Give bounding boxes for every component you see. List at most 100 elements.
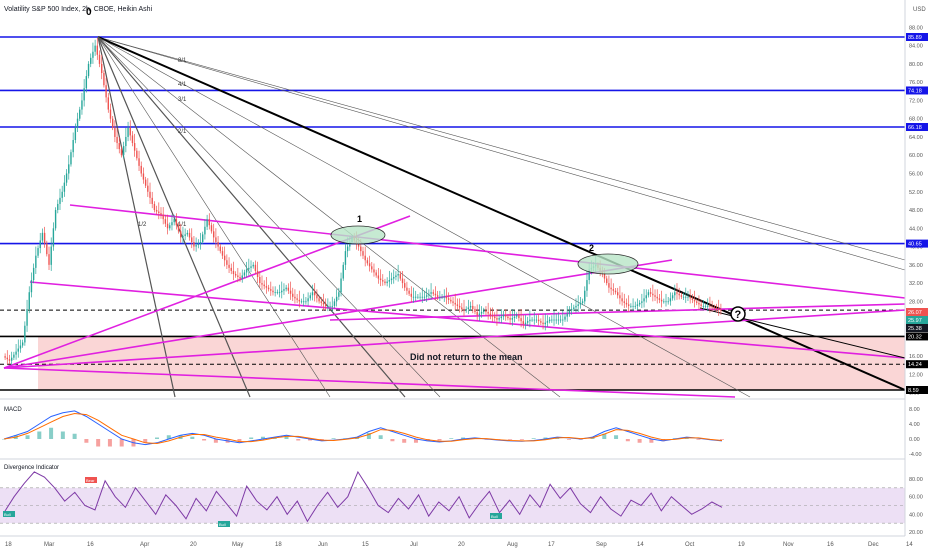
price-badge-label: 25.97 [908,318,922,324]
channel-line[interactable] [3,259,673,369]
fan-line[interactable] [97,36,906,261]
candle-body [368,263,371,267]
candle-body [388,280,391,282]
price-badge [906,316,928,324]
candle-body [386,281,388,284]
channel-line[interactable] [3,309,906,369]
macd-pane[interactable] [2,410,724,447]
fan-label: 1/2 [138,222,147,228]
candle-body [305,301,307,303]
candle-body [579,302,582,305]
candle-body [188,232,191,238]
candle-body [19,345,22,349]
candle-body [318,298,320,302]
candle-body [406,287,408,291]
candle-body [544,322,546,325]
divergence-flag-label: Bull [491,514,498,519]
candle-body [669,298,672,302]
macd-histogram-bar [213,439,218,443]
candle-body [436,295,439,297]
candle-body [74,127,77,141]
y-tick-label: 68.00 [909,117,923,123]
peak-ellipse-1[interactable] [330,225,386,245]
fan-line[interactable] [97,36,406,398]
y-tick-label: 32.00 [909,281,923,287]
candle-body [614,290,617,293]
candle-body [581,301,584,303]
candle-body [627,304,630,306]
candle-body [720,309,722,311]
candle-body [665,301,667,303]
candle-body [520,318,522,322]
candle-body [487,312,489,314]
divergence-flag[interactable] [3,511,15,517]
macd-histogram-bar [508,439,513,440]
fan-line[interactable] [97,36,331,398]
level-badge-label: 66.18 [908,125,922,131]
candle-body [537,319,540,322]
candle-body [309,295,312,299]
candle-body [379,278,382,281]
candle-body [513,316,516,319]
candle-body [652,293,654,296]
candle-body [57,203,59,211]
candle-body [76,118,79,128]
candle-body [140,165,142,174]
fan-line[interactable] [97,36,906,391]
candle-body [171,222,173,226]
fan-line[interactable] [97,36,176,398]
divergence-pane[interactable]: Bear Bull Bull Bull [0,470,905,527]
divergence-pane-title: Divergence Indicator [4,465,59,471]
y-tick-label: 36.00 [909,263,923,269]
candle-body [423,296,426,298]
peak-ellipse-2[interactable] [577,253,639,275]
time-axis[interactable]: 18 Mar 16 Apr 20 May 18 Jun 15 Jul 20 Aug 17 Sep 14 Oct… [5,542,913,548]
macd-line[interactable] [3,410,723,446]
candle-body [298,299,301,302]
candle-body [401,278,404,284]
rsi-line[interactable] [3,470,723,523]
question-icon[interactable] [730,306,746,322]
candle-body [709,305,711,307]
candle-body [234,273,237,276]
candle-body [551,319,553,321]
annotation-label-1: 1 [357,214,362,224]
candle-body [83,88,85,101]
price-axis[interactable]: 88.00 84.00 80.00 76.00 72.00 68.00 64.00 60.00… [904,0,932,550]
annotation-label-0: 0 [86,7,92,18]
candle-body [546,321,549,323]
divergence-flag[interactable] [218,521,230,527]
level-badge-label: 40.65 [908,242,922,248]
macd-histogram-bar [143,439,148,443]
fan-line[interactable] [97,36,441,398]
candle-body [634,305,636,307]
candle-body [120,149,123,156]
candle-body [4,356,6,358]
candle-body [702,305,705,307]
candle-body [131,135,134,144]
candle-body [489,313,492,316]
fan-line[interactable] [97,36,751,398]
candle-body [568,310,571,314]
candle-body [151,197,153,204]
signal-line[interactable] [3,412,723,445]
candle-body [50,246,52,265]
y-tick-label: 76.00 [909,80,923,86]
candle-body [685,296,687,298]
price-pane[interactable]: 8/1 4/1 3/1 2/1 1/2 1/1? [0,36,932,537]
candle-body [364,255,366,261]
candle-body [248,267,250,270]
x-tick-label: Apr [140,542,149,548]
channel-line[interactable] [329,303,906,321]
y-tick-label: 60.00 [909,153,923,159]
divergence-flag[interactable] [490,513,502,519]
candle-body [327,305,329,307]
candle-body [428,293,430,296]
fan-line[interactable] [97,36,906,271]
channel-line[interactable] [3,367,736,398]
divergence-flag[interactable] [85,477,97,483]
candle-body [533,319,535,321]
x-tick-label: 20 [190,542,197,548]
channel-line[interactable] [29,281,906,359]
